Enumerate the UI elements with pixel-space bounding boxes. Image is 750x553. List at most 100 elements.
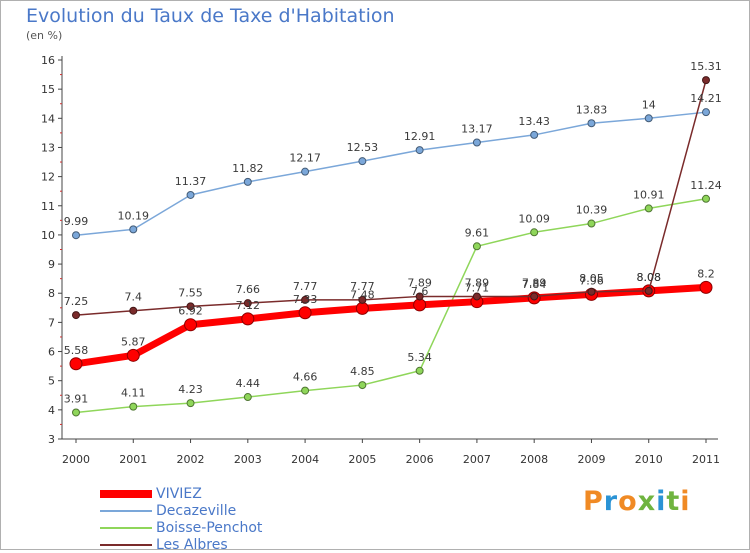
- data-label-les-albres: 7.77: [293, 280, 318, 293]
- logo-letter: i: [656, 486, 667, 517]
- data-point-boisse-penchot: [358, 381, 367, 390]
- y-tick-label-6: 6: [48, 346, 55, 359]
- y-tick-label-12: 12: [41, 171, 55, 184]
- data-label-decazeville: 9.99: [64, 215, 89, 228]
- data-point-boisse-penchot: [702, 194, 710, 203]
- data-label-boisse-penchot: 10.91: [633, 188, 665, 201]
- data-point-les-albres: [129, 306, 138, 315]
- series-line-viviez: [72, 283, 710, 368]
- data-point-boisse-penchot: [587, 219, 596, 228]
- x-tick-label-2009: 2009: [577, 453, 605, 466]
- logo-letter: P: [583, 486, 604, 517]
- data-label-viviez: 8.2: [697, 267, 715, 280]
- data-label-decazeville: 12.91: [404, 130, 436, 143]
- data-label-viviez: 7.71: [465, 282, 490, 295]
- data-point-boisse-penchot: [415, 366, 424, 375]
- x-tick-label-2001: 2001: [119, 453, 147, 466]
- y-tick-label-3: 3: [48, 433, 55, 446]
- data-label-boisse-penchot: 11.24: [690, 179, 722, 192]
- series-line-decazeville: [75, 111, 707, 236]
- data-point-decazeville: [644, 114, 653, 123]
- logo-letter: o: [618, 486, 638, 517]
- data-point-les-albres: [644, 286, 653, 295]
- data-label-boisse-penchot: 10.39: [576, 204, 608, 217]
- data-point-boisse-penchot: [530, 228, 539, 237]
- data-label-decazeville: 13.17: [461, 123, 493, 136]
- data-point-les-albres: [472, 292, 481, 301]
- data-label-viviez: 5.58: [64, 344, 89, 357]
- data-point-les-albres: [186, 302, 195, 311]
- legend-item-viviez: VIVIEZ: [100, 485, 262, 502]
- data-label-decazeville: 11.82: [232, 162, 264, 175]
- data-label-viviez: 7.6: [411, 285, 429, 298]
- data-point-decazeville: [186, 190, 195, 199]
- logo-letter: x: [637, 486, 657, 517]
- data-label-boisse-penchot: 9.61: [465, 226, 490, 239]
- data-point-viviez: [126, 348, 140, 362]
- data-point-boisse-penchot: [72, 408, 80, 417]
- data-point-decazeville: [530, 130, 539, 139]
- data-point-boisse-penchot: [472, 242, 481, 251]
- data-label-les-albres: 7.89: [522, 276, 547, 289]
- unit-label: (en %): [26, 29, 63, 42]
- y-tick-label-14: 14: [41, 112, 55, 125]
- data-point-les-albres: [702, 76, 710, 85]
- data-label-viviez: 5.87: [121, 335, 146, 348]
- data-label-boisse-penchot: 3.91: [64, 392, 89, 405]
- y-tick-label-5: 5: [48, 375, 55, 388]
- data-point-decazeville: [415, 146, 424, 155]
- y-tick-label-7: 7: [48, 316, 55, 329]
- data-point-decazeville: [702, 108, 710, 117]
- data-label-les-albres: 7.66: [236, 283, 261, 296]
- data-point-decazeville: [72, 231, 80, 240]
- x-tick-label-2000: 2000: [62, 453, 90, 466]
- x-tick-label-2005: 2005: [348, 453, 376, 466]
- legend-item-boisse-penchot: Boisse-Penchot: [100, 519, 262, 536]
- data-label-viviez: 7.96: [579, 274, 604, 287]
- logo-letter: r: [603, 486, 619, 517]
- data-label-decazeville: 10.19: [118, 209, 150, 222]
- data-point-viviez: [298, 306, 312, 320]
- x-tick-label-2007: 2007: [463, 453, 491, 466]
- data-label-decazeville: 14: [642, 98, 656, 111]
- data-point-les-albres: [72, 311, 80, 320]
- legend-label-viviez: VIVIEZ: [156, 485, 202, 502]
- data-point-decazeville: [129, 225, 138, 234]
- data-point-boisse-penchot: [644, 204, 653, 213]
- data-label-decazeville: 12.53: [347, 141, 379, 154]
- data-label-les-albres: 7.4: [125, 291, 143, 304]
- x-tick-label-2011: 2011: [692, 453, 720, 466]
- data-label-viviez: 7.48: [350, 288, 375, 301]
- y-tick-label-13: 13: [41, 141, 55, 154]
- data-label-les-albres: 8.08: [636, 271, 661, 284]
- legend-swatch-viviez: [100, 489, 152, 498]
- data-point-les-albres: [415, 292, 424, 301]
- data-label-les-albres: 15.31: [690, 60, 722, 73]
- data-label-boisse-penchot: 4.66: [293, 371, 318, 384]
- data-label-les-albres: 8.05: [579, 272, 604, 285]
- data-point-les-albres: [243, 299, 252, 308]
- series-line-boisse-penchot: [75, 198, 707, 414]
- y-tick-label-16: 16: [41, 54, 55, 67]
- x-tick-label-2010: 2010: [635, 453, 663, 466]
- data-label-decazeville: 11.37: [175, 175, 207, 188]
- data-point-les-albres: [358, 295, 367, 304]
- y-tick-label-10: 10: [41, 229, 55, 242]
- data-label-viviez: 7.84: [522, 278, 547, 291]
- chart-title: Evolution du Taux de Taxe d'Habitation: [26, 5, 395, 27]
- data-label-decazeville: 14.21: [690, 92, 722, 105]
- data-label-les-albres: 7.89: [407, 276, 432, 289]
- data-point-les-albres: [301, 295, 310, 304]
- legend: VIVIEZ Decazeville Boisse-Penchot Les Albre…: [100, 485, 262, 553]
- data-point-boisse-penchot: [129, 402, 138, 411]
- legend-label-decazeville: Decazeville: [156, 502, 237, 519]
- data-point-boisse-penchot: [186, 399, 195, 408]
- x-tick-label-2003: 2003: [234, 453, 262, 466]
- x-tick-label-2008: 2008: [520, 453, 548, 466]
- legend-swatch-les-albres: [100, 543, 152, 546]
- data-point-decazeville: [301, 167, 310, 176]
- legend-item-les-albres: Les Albres: [100, 536, 262, 553]
- data-point-les-albres: [587, 287, 596, 296]
- data-point-viviez: [355, 301, 369, 315]
